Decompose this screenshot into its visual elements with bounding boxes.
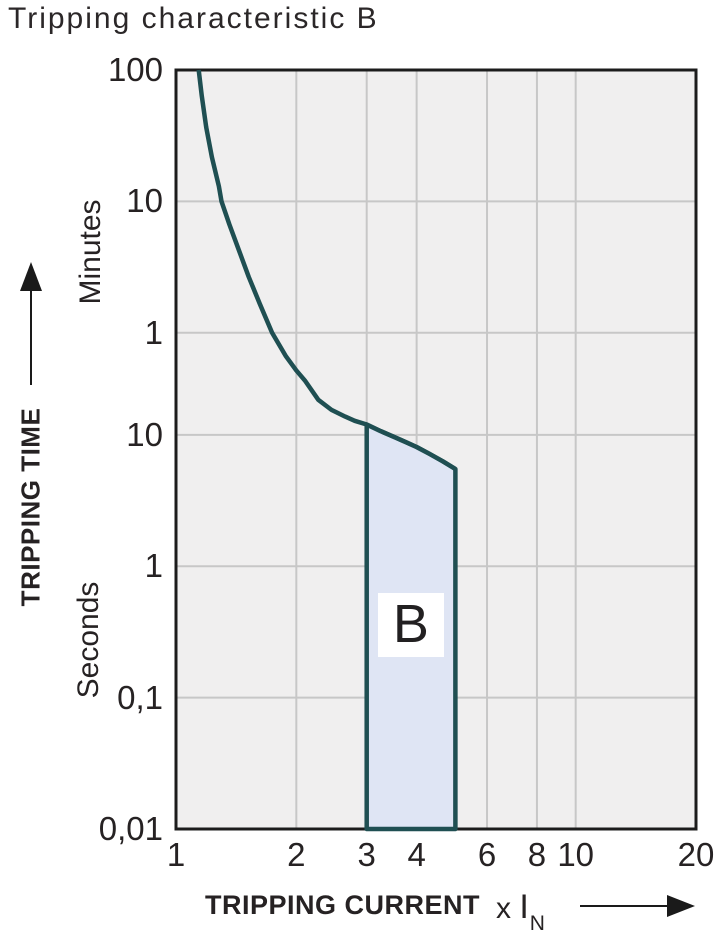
y-axis-arrow-icon — [20, 262, 42, 291]
y-tick-label: 10 — [126, 415, 163, 453]
y-axis-title: TRIPPING TIME — [15, 407, 46, 607]
x-axis-unit-prefix: x — [496, 892, 511, 925]
y-tick-label: 1 — [144, 547, 163, 585]
x-axis-unit-subscript: N — [529, 911, 545, 935]
y-tick-label: 1 — [144, 313, 163, 351]
x-axis-title: TRIPPING CURRENT — [205, 890, 481, 920]
x-tick-label: 2 — [287, 836, 306, 873]
x-axis-unit-symbol: IN — [519, 888, 545, 935]
x-axis-arrow-icon — [667, 895, 695, 917]
x-axis-unit: x IN — [496, 888, 545, 935]
x-tick-label: 20 — [677, 836, 715, 873]
band-label: B — [377, 592, 444, 657]
x-tick-label: 8 — [527, 836, 547, 873]
x-tick-label: 4 — [407, 836, 426, 873]
y-tick-label: 0,01 — [98, 810, 163, 847]
x-tick-label: 10 — [557, 836, 595, 873]
x-tick-label: 1 — [166, 836, 186, 873]
tripping-curve — [196, 69, 457, 471]
x-tick-label: 3 — [357, 836, 376, 873]
chart-title: Tripping characteristic B — [8, 2, 379, 35]
x-tick-label: 6 — [477, 836, 497, 873]
y-tick-label: 100 — [107, 51, 163, 88]
y-tick-label: 0,1 — [117, 678, 163, 716]
y-tick-label: 10 — [126, 182, 163, 220]
